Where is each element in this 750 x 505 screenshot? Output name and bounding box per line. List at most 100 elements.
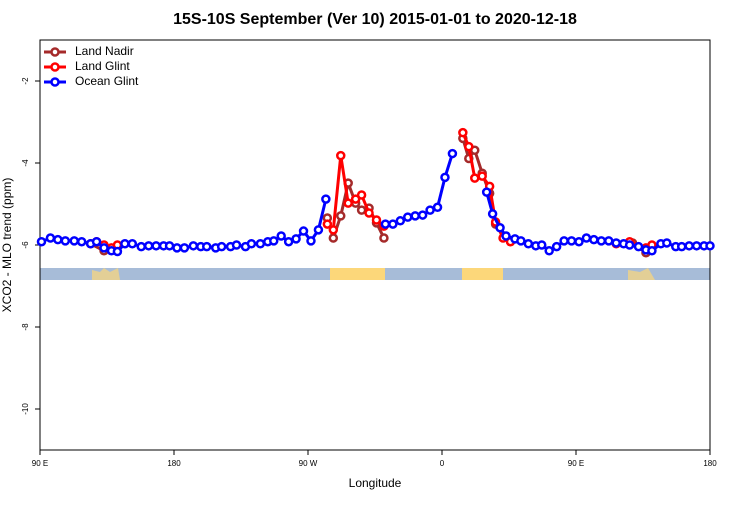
legend-label: Land Glint <box>75 59 130 73</box>
series-line <box>95 132 653 250</box>
data-point <box>313 225 324 235</box>
data-point <box>662 238 672 248</box>
data-point <box>127 239 138 249</box>
data-point <box>172 243 182 253</box>
x-tick-label: 90 E <box>568 459 584 468</box>
data-point <box>336 150 346 161</box>
data-point <box>596 236 607 246</box>
data-point <box>246 239 257 249</box>
data-point <box>36 236 47 247</box>
x-tick-label: 90 W <box>299 459 318 468</box>
land-strip <box>330 268 385 280</box>
data-point <box>283 236 294 247</box>
data-point <box>188 241 199 251</box>
data-point <box>624 240 635 250</box>
data-point <box>481 187 492 197</box>
land-strip <box>628 268 655 280</box>
data-point <box>151 241 161 251</box>
x-tick-label: 0 <box>440 459 445 468</box>
data-point <box>495 223 505 233</box>
y-tick-label: -2 <box>21 77 30 85</box>
data-point <box>298 226 309 236</box>
data-point <box>403 212 413 222</box>
legend-label: Ocean Glint <box>75 74 139 88</box>
data-point <box>684 241 694 251</box>
data-point <box>395 216 406 226</box>
x-tick-label: 180 <box>703 459 717 468</box>
data-point <box>328 233 339 243</box>
data-point <box>705 241 715 251</box>
land-strip <box>92 268 120 280</box>
data-point <box>202 241 212 252</box>
data-point <box>447 148 458 159</box>
data-point <box>76 236 87 247</box>
data-point <box>477 171 487 181</box>
data-point <box>537 240 547 250</box>
data-point <box>164 241 175 251</box>
y-tick-label: -6 <box>21 241 30 249</box>
data-point <box>120 239 130 249</box>
data-point <box>417 210 428 220</box>
data-point <box>269 236 279 246</box>
y-tick-label: -8 <box>21 323 30 331</box>
data-point <box>611 238 621 248</box>
land-strip <box>462 268 503 280</box>
data-point <box>99 243 109 253</box>
data-point <box>633 241 644 252</box>
data-point <box>523 239 534 249</box>
data-point <box>356 190 367 200</box>
y-tick-label: -10 <box>21 403 30 415</box>
data-point <box>136 241 146 252</box>
data-point <box>231 240 242 250</box>
x-tick-label: 90 E <box>32 459 48 468</box>
data-point <box>559 236 569 246</box>
data-point <box>388 219 398 229</box>
data-point <box>464 141 474 152</box>
data-point <box>179 243 190 253</box>
data-point <box>432 202 443 213</box>
data-point <box>379 233 389 243</box>
data-point <box>574 236 584 247</box>
data-point <box>458 127 468 138</box>
data-point <box>306 236 316 246</box>
data-point <box>410 211 420 221</box>
data-point <box>566 236 577 246</box>
data-point <box>551 241 562 252</box>
legend-marker <box>50 62 60 72</box>
data-point <box>440 172 450 183</box>
data-point <box>45 233 56 243</box>
data-point <box>487 209 498 219</box>
data-point <box>255 239 266 249</box>
series-line <box>89 137 647 254</box>
data-point <box>691 241 702 251</box>
data-point <box>350 194 361 204</box>
data-point <box>470 173 480 183</box>
data-point <box>371 215 382 225</box>
data-point <box>328 225 339 235</box>
data-point <box>53 234 63 245</box>
data-point <box>544 245 554 256</box>
data-point <box>589 234 599 245</box>
data-point <box>60 236 71 246</box>
x-tick-label: 180 <box>167 459 181 468</box>
chart-title: 15S-10S September (Ver 10) 2015-01-01 to… <box>173 11 577 28</box>
data-point <box>364 208 374 218</box>
data-point <box>501 231 511 241</box>
data-point <box>380 219 391 229</box>
legend-label: Land Nadir <box>75 44 134 58</box>
x-axis-label: Longitude <box>349 476 402 490</box>
legend-marker <box>50 47 60 57</box>
y-tick-label: -4 <box>21 159 30 167</box>
data-point <box>676 241 687 252</box>
data-point <box>425 205 435 215</box>
y-axis-label: XCO2 - MLO trend (ppm) <box>0 178 14 313</box>
data-point <box>647 245 657 256</box>
data-point <box>143 241 154 251</box>
data-point <box>276 231 286 241</box>
data-point <box>604 236 614 246</box>
data-point <box>91 236 102 247</box>
data-point <box>291 234 301 244</box>
data-point <box>321 194 331 204</box>
data-point <box>69 236 79 246</box>
